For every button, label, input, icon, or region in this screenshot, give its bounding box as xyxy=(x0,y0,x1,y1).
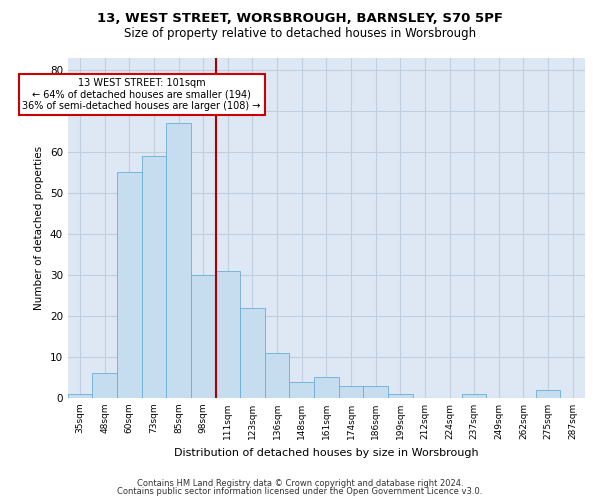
X-axis label: Distribution of detached houses by size in Worsbrough: Distribution of detached houses by size … xyxy=(174,448,479,458)
Bar xyxy=(240,308,265,398)
Text: Contains public sector information licensed under the Open Government Licence v3: Contains public sector information licen… xyxy=(118,487,482,496)
Bar xyxy=(388,394,413,398)
Bar xyxy=(314,378,338,398)
Bar xyxy=(265,353,289,398)
Bar xyxy=(215,271,240,398)
Bar xyxy=(142,156,166,398)
Bar xyxy=(166,123,191,398)
Text: Contains HM Land Registry data © Crown copyright and database right 2024.: Contains HM Land Registry data © Crown c… xyxy=(137,478,463,488)
Text: 13 WEST STREET: 101sqm
← 64% of detached houses are smaller (194)
36% of semi-de: 13 WEST STREET: 101sqm ← 64% of detached… xyxy=(22,78,261,111)
Text: 13, WEST STREET, WORSBROUGH, BARNSLEY, S70 5PF: 13, WEST STREET, WORSBROUGH, BARNSLEY, S… xyxy=(97,12,503,26)
Y-axis label: Number of detached properties: Number of detached properties xyxy=(34,146,44,310)
Bar xyxy=(338,386,364,398)
Bar xyxy=(364,386,388,398)
Bar xyxy=(117,172,142,398)
Bar xyxy=(68,394,92,398)
Bar xyxy=(462,394,487,398)
Bar xyxy=(536,390,560,398)
Bar xyxy=(289,382,314,398)
Bar xyxy=(191,275,215,398)
Bar xyxy=(92,374,117,398)
Text: Size of property relative to detached houses in Worsbrough: Size of property relative to detached ho… xyxy=(124,28,476,40)
